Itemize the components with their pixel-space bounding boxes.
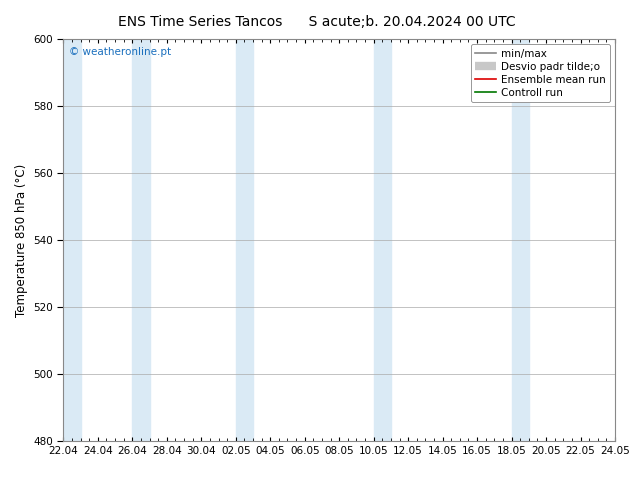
Bar [63,39,72,441]
Text: © weatheronline.pt: © weatheronline.pt [69,47,171,57]
Bar [382,39,391,441]
Bar [520,39,529,441]
Legend: min/max, Desvio padr tilde;o, Ensemble mean run, Controll run: min/max, Desvio padr tilde;o, Ensemble m… [470,45,610,102]
Y-axis label: Temperature 850 hPa (°C): Temperature 850 hPa (°C) [15,164,28,317]
Bar [244,39,253,441]
Bar [72,39,81,441]
Bar [236,39,244,441]
Bar [512,39,520,441]
Text: ENS Time Series Tancos      S acute;b. 20.04.2024 00 UTC: ENS Time Series Tancos S acute;b. 20.04.… [118,15,516,29]
Bar [141,39,150,441]
Bar [373,39,382,441]
Bar [133,39,141,441]
